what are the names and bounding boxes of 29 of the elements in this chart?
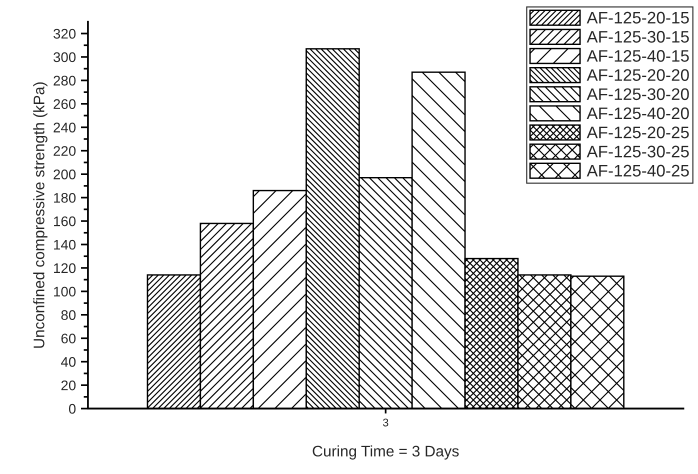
legend-label: AF-125-20-25: [586, 126, 689, 138]
y-tick-label: 240: [54, 122, 76, 132]
legend-label: AF-125-30-20: [586, 88, 689, 100]
legend-label: AF-125-20-20: [586, 69, 689, 81]
y-tick-label: 140: [54, 240, 76, 250]
y-tick-label: 20: [61, 380, 76, 390]
legend-label: AF-125-40-15: [586, 50, 689, 62]
y-tick-label: 100: [54, 286, 76, 297]
y-tick-label: 220: [54, 146, 76, 156]
y-tick-label: 200: [54, 170, 76, 180]
y-tick-label: 0: [68, 404, 76, 414]
legend-label: AF-125-40-25: [586, 164, 689, 177]
y-axis-title: Unconfined compressive strength (kPa): [33, 82, 48, 348]
legend-label: AF-125-30-25: [586, 146, 689, 158]
y-tick-label: 60: [61, 334, 76, 344]
y-tick-label: 120: [54, 263, 76, 274]
y-tick-label: 180: [54, 192, 76, 203]
y-tick-label: 300: [54, 52, 76, 62]
y-tick-label: 260: [54, 99, 76, 110]
y-tick-label: 280: [54, 76, 76, 86]
y-tick-label: 40: [61, 357, 76, 367]
legend-label: AF-125-20-15: [586, 12, 689, 24]
legend-label: AF-125-40-20: [586, 107, 689, 120]
y-tick-label: 320: [54, 28, 76, 39]
y-tick-label: 80: [61, 310, 76, 320]
legend-label: AF-125-30-15: [586, 30, 689, 43]
x-tick-label: 3: [382, 418, 388, 426]
x-axis-title: Curing Time = 3 Days: [312, 445, 459, 460]
y-tick-label: 160: [54, 216, 76, 226]
